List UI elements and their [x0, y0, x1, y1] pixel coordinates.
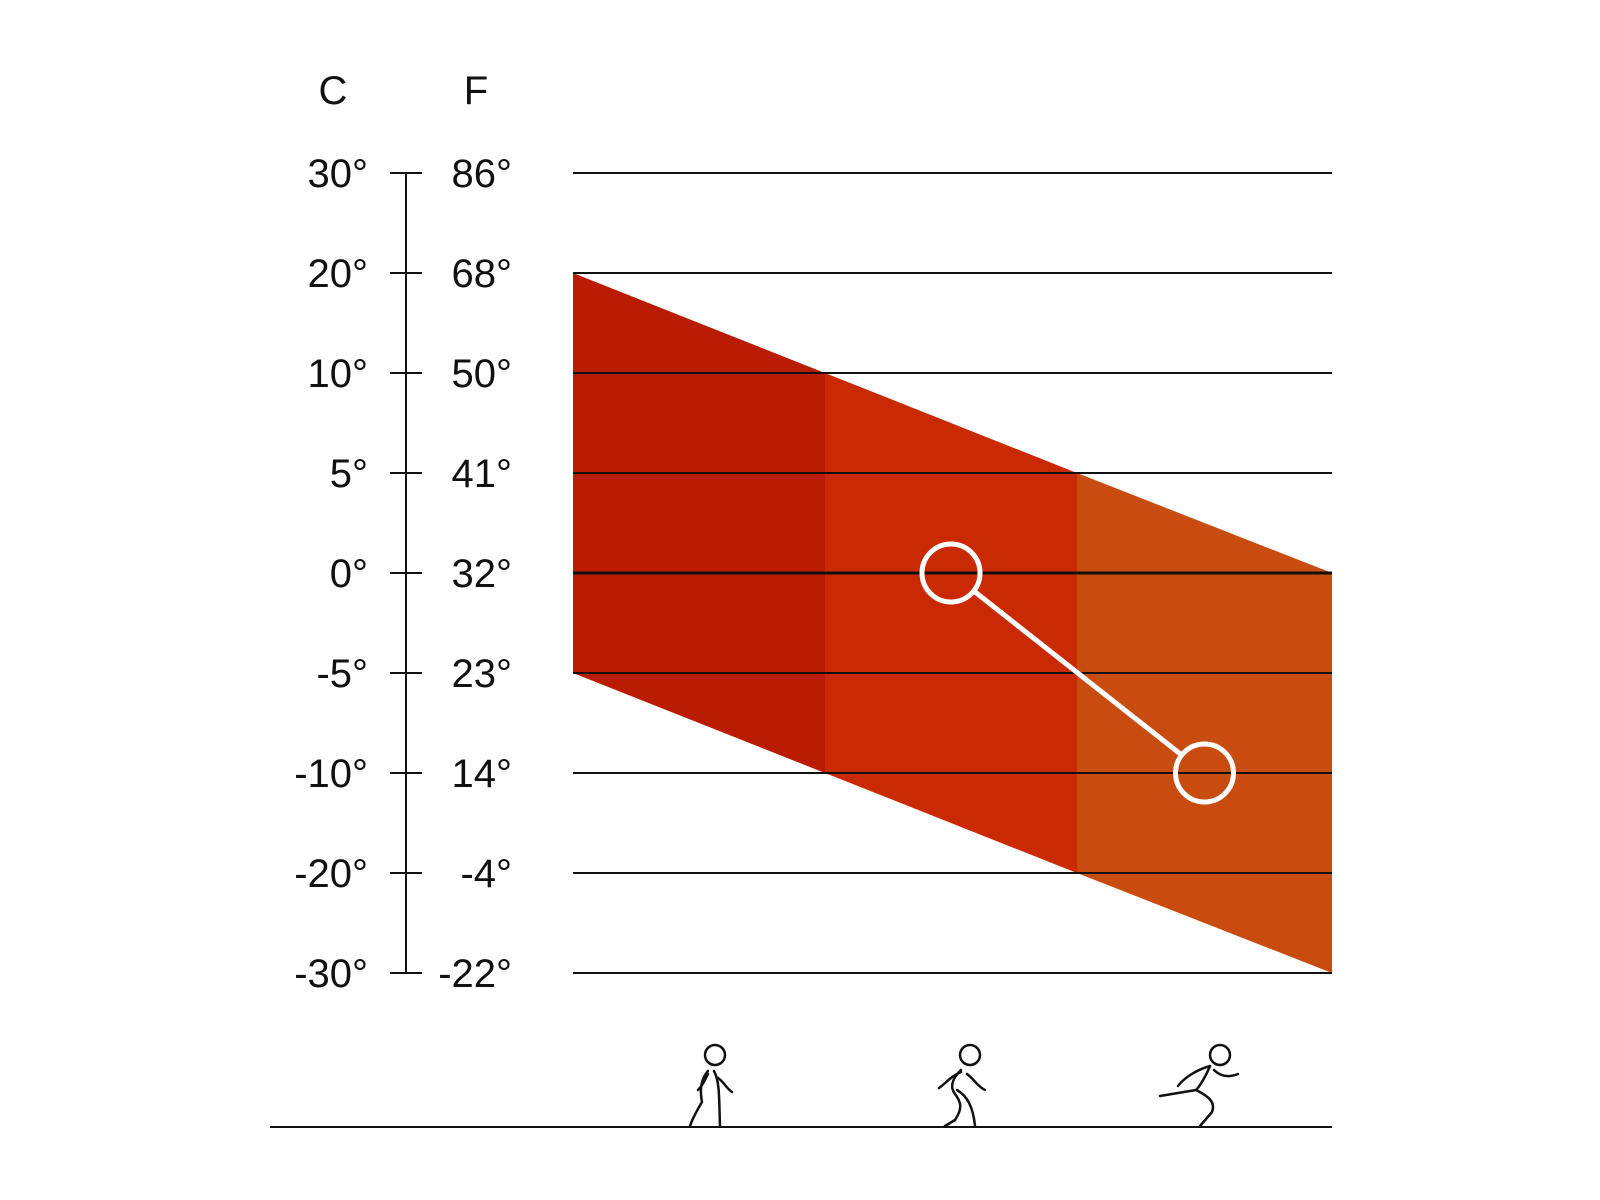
walking-person-icon [688, 1043, 734, 1128]
fahrenheit-tick-label: -4° [460, 852, 512, 896]
celsius-tick-label: -5° [316, 652, 368, 696]
marker-circle [919, 541, 983, 605]
marker-connector [972, 588, 1184, 758]
celsius-tick-label: 30° [308, 152, 369, 196]
celsius-tick-label: 0° [330, 552, 368, 596]
celsius-tick-label: -20° [294, 852, 368, 896]
fahrenheit-tick-label: 23° [452, 652, 513, 696]
fahrenheit-header: F [464, 69, 488, 113]
marker-circle [1173, 741, 1236, 805]
jogging-person-icon [937, 1043, 987, 1128]
celsius-tick-label: 20° [308, 252, 369, 296]
fahrenheit-tick-label: 86° [452, 152, 513, 196]
band-running-person [1077, 473, 1332, 973]
temperature-axis [390, 172, 422, 974]
markers [919, 541, 1236, 805]
fahrenheit-tick-label: 14° [452, 752, 513, 796]
fahrenheit-tick-label: -22° [438, 952, 512, 996]
activity-bands [573, 273, 1332, 973]
fahrenheit-tick-label: 50° [452, 352, 513, 396]
tick-labels: 30° 86° 20° 68° 10° 50° 5° 41° 0° 32° -5° 23° -10° 14… [294, 152, 512, 996]
celsius-tick-label: 10° [308, 352, 369, 396]
celsius-tick-label: 5° [330, 452, 368, 496]
fahrenheit-tick-label: 32° [452, 552, 513, 596]
band-jogging-person [825, 373, 1077, 873]
fahrenheit-tick-label: 41° [452, 452, 513, 496]
band-walking-person [573, 273, 825, 773]
running-person-icon [1158, 1043, 1240, 1128]
celsius-header: C [319, 69, 348, 113]
celsius-tick-label: -30° [294, 952, 368, 996]
celsius-tick-label: -10° [294, 752, 368, 796]
fahrenheit-tick-label: 68° [452, 252, 513, 296]
gridlines [573, 172, 1332, 974]
